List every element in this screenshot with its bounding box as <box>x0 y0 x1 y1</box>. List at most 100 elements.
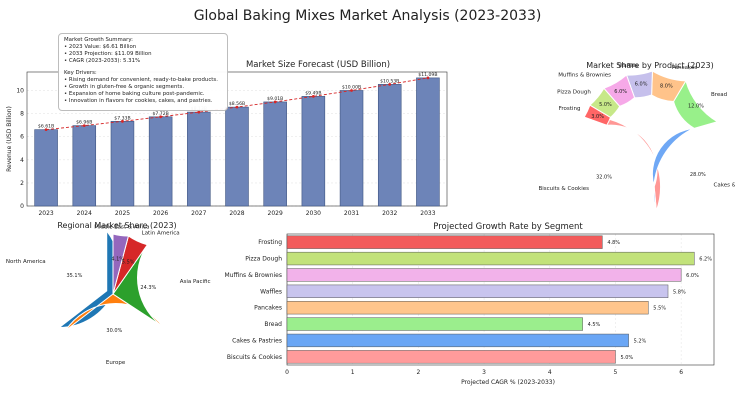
slice-percent-label: 4.1% <box>111 256 124 262</box>
bar-value-label: $7.33B <box>114 115 130 121</box>
slice-category-label: Pizza Dough <box>557 90 591 96</box>
revenue-bar <box>377 84 402 207</box>
bar-value-label: $6.96B <box>76 120 92 126</box>
slice-category-label: Muffins & Brownies <box>558 73 611 79</box>
x-tick-label: 2033 <box>420 210 435 217</box>
trend-point <box>311 94 315 98</box>
slice-category-label: Middle East & Africa <box>94 225 149 231</box>
slice-category-label: Biscuits & Cookies <box>538 186 589 192</box>
x-tick-label: 2032 <box>382 210 397 217</box>
slice-category-label: North America <box>6 259 46 265</box>
y-tick-label: Pizza Dough <box>245 256 282 263</box>
chart-title: Projected Growth Rate by Segment <box>433 222 583 232</box>
slice-percent-label: 5.0% <box>599 102 612 108</box>
bar-value-label: 4.5% <box>588 322 601 328</box>
trend-point <box>159 115 163 119</box>
summary-box: Market Growth Summary: • 2023 Value: $6.… <box>58 33 228 111</box>
drivers-heading: Key Drivers: <box>64 70 97 76</box>
bar-value-label: $9.01B <box>267 96 283 102</box>
y-tick-label: Frosting <box>258 239 282 246</box>
bar-value-label: $11.09B <box>418 72 437 78</box>
chart-title: Regional Market Share (2023) <box>57 221 176 230</box>
y-tick-label: 6 <box>20 134 24 141</box>
growth-bar <box>286 284 669 298</box>
product-slice <box>584 116 662 211</box>
bar-value-label: 5.0% <box>620 355 633 361</box>
x-tick-label: 0 <box>285 369 289 376</box>
summary-line: • 2023 Value: $6.61 Billion <box>64 44 137 50</box>
x-tick-label: 2024 <box>77 210 92 217</box>
x-tick-label: 2026 <box>153 210 168 217</box>
slice-percent-label: 8.0% <box>660 83 673 89</box>
trend-point <box>388 82 392 86</box>
x-tick-label: 2025 <box>115 210 130 217</box>
bar-value-label: $10.00B <box>342 84 361 90</box>
y-tick-label: 4 <box>20 157 24 164</box>
slice-percent-label: 30.0% <box>106 328 122 334</box>
x-tick-label: 2028 <box>229 210 244 217</box>
driver-line: • Expansion of home baking culture post-… <box>64 91 205 97</box>
slice-percent-label: 24.3% <box>140 285 156 291</box>
y-tick-label: 0 <box>20 203 24 210</box>
product-slice <box>583 104 612 126</box>
summary-line: • 2033 Projection: $11.09 Billion <box>64 51 152 57</box>
growth-bar <box>286 268 682 282</box>
summary-line: • CAGR (2023-2033): 5.31% <box>64 58 141 64</box>
driver-line: • Innovation in flavors for cookies, cak… <box>64 98 213 104</box>
x-tick-label: 2030 <box>306 210 321 217</box>
y-tick-label: Muffins & Brownies <box>224 272 282 279</box>
slice-percent-label: 6.0% <box>635 82 648 88</box>
trend-point <box>426 76 430 80</box>
slice-percent-label: 32.0% <box>596 174 612 180</box>
growth-bar <box>286 350 616 364</box>
y-tick-label: Pancakes <box>254 305 282 312</box>
trend-point <box>350 89 353 92</box>
slice-category-label: Waffles <box>618 63 638 69</box>
bar-value-label: 5.2% <box>634 338 647 344</box>
bar-value-label: $8.56B <box>229 101 245 107</box>
region-slice <box>112 233 130 295</box>
revenue-bar <box>301 96 326 207</box>
trend-point <box>197 110 201 114</box>
y-tick-label: 8 <box>20 111 24 118</box>
bar-value-label: $6.61B <box>38 124 54 130</box>
slice-category-label: Pancakes <box>672 65 698 71</box>
y-tick-label: 10 <box>16 87 24 94</box>
bar-value-label: $10.53B <box>380 78 399 84</box>
slice-category-label: Frosting <box>559 106 581 112</box>
driver-line: • Growth in gluten-free & organic segmen… <box>64 84 185 90</box>
slice-percent-label: 6.0% <box>614 89 627 95</box>
revenue-bar <box>339 90 364 207</box>
slice-category-label: Bread <box>711 92 727 98</box>
growth-bar <box>286 333 629 348</box>
chart-title: Market Share by Product (2023) <box>586 61 714 70</box>
x-tick-label: 2023 <box>38 210 53 217</box>
chart-title: Market Size Forecast (USD Billion) <box>246 60 390 70</box>
slice-category-label: Cakes & Pastries <box>714 183 735 189</box>
revenue-bar <box>148 116 173 207</box>
plot-frame <box>286 233 715 366</box>
x-tick-label: 5 <box>614 369 618 376</box>
x-tick-label: 4 <box>548 369 552 376</box>
growth-bar <box>286 301 649 315</box>
x-tick-label: 2031 <box>344 210 359 217</box>
growth-bar <box>286 235 603 249</box>
bar-value-label: 4.8% <box>607 240 620 246</box>
bar-value-label: $7.72B <box>152 111 168 117</box>
revenue-bar <box>110 121 135 207</box>
revenue-bar <box>225 106 249 207</box>
slice-percent-label: 5.5% <box>122 259 135 265</box>
slice-percent-label: 35.1% <box>66 273 82 279</box>
revenue-bar <box>263 101 287 207</box>
slice-category-label: Asia Pacific <box>180 279 211 285</box>
revenue-bar <box>34 129 58 207</box>
slice-percent-label: 12.0% <box>688 104 704 110</box>
x-tick-label: 6 <box>679 369 683 376</box>
y-tick-label: 2 <box>20 180 24 187</box>
bar-value-label: 6.2% <box>699 257 712 263</box>
x-tick-label: 2 <box>416 369 420 376</box>
slice-percent-label: 28.0% <box>690 172 706 178</box>
trend-point <box>235 105 239 109</box>
